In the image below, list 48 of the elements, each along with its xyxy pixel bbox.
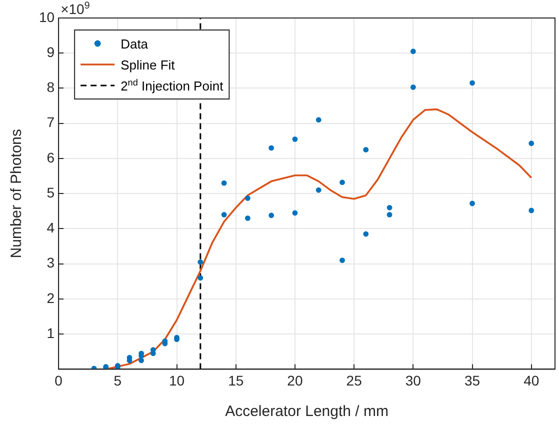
y-tick-label: 4 xyxy=(46,220,55,236)
point xyxy=(363,231,369,237)
x-tick-label: 10 xyxy=(168,372,185,388)
point xyxy=(528,140,534,146)
point xyxy=(316,187,322,193)
y-tick-label: 8 xyxy=(46,79,55,96)
y-tick-label: 2 xyxy=(46,290,55,306)
point xyxy=(198,275,204,281)
point xyxy=(221,212,227,218)
y-tick-label: 1 xyxy=(46,324,55,341)
x-tick-label: 0 xyxy=(54,372,63,388)
point xyxy=(340,180,345,186)
y-tick-label: 7 xyxy=(46,114,55,130)
point xyxy=(316,117,322,123)
point xyxy=(198,259,204,265)
point xyxy=(528,208,534,214)
point xyxy=(138,358,144,364)
legend-label: Data xyxy=(120,36,149,52)
point xyxy=(292,210,298,216)
point xyxy=(244,195,250,201)
y-tick-label: 10 xyxy=(38,8,55,25)
point xyxy=(292,136,298,142)
point xyxy=(470,200,475,206)
y-tick-label: 5 xyxy=(46,184,55,200)
x-tick-label: 15 xyxy=(228,372,244,388)
x-tick-label: 30 xyxy=(405,372,422,388)
point xyxy=(268,212,274,218)
x-tick-label: 40 xyxy=(524,372,540,388)
point xyxy=(386,212,392,218)
y-axis-title: Number of Photons xyxy=(8,128,26,258)
point xyxy=(410,84,416,90)
point xyxy=(268,145,274,151)
y-tick-label: 3 xyxy=(46,254,55,271)
legend-label: Spline Fit xyxy=(120,58,176,72)
x-tick-label: 5 xyxy=(114,372,122,388)
point xyxy=(244,215,250,221)
x-tick-label: 35 xyxy=(464,372,480,388)
x-tick-label: 20 xyxy=(287,372,303,388)
point xyxy=(386,204,392,210)
y-tick-label: 9 xyxy=(46,44,55,60)
point xyxy=(363,147,369,152)
point xyxy=(410,48,416,54)
point xyxy=(340,258,345,264)
point xyxy=(470,80,475,86)
point xyxy=(221,180,227,186)
x-tick-label: 25 xyxy=(346,372,362,388)
y-tick-label: 6 xyxy=(46,149,55,166)
x-axis-title: Accelerator Length / mm xyxy=(225,403,388,420)
